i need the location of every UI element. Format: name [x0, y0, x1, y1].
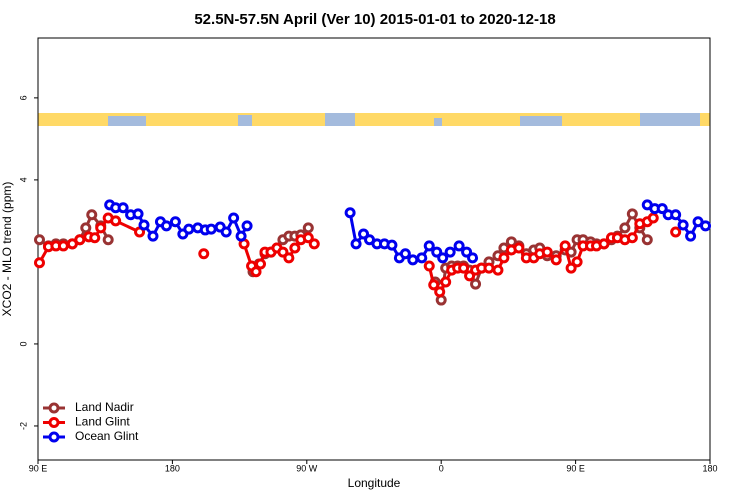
point: [700, 220, 712, 232]
point: [138, 219, 150, 231]
point: [132, 208, 144, 220]
y-tick-label: 4: [18, 177, 28, 182]
point: [33, 257, 45, 269]
point: [283, 252, 295, 264]
point: [399, 248, 411, 260]
strip-ocean: [325, 113, 355, 126]
x-tick-label: 90 E: [566, 463, 585, 473]
point: [302, 222, 314, 234]
point: [350, 238, 362, 250]
point: [416, 252, 428, 264]
point: [423, 240, 435, 252]
point: [483, 262, 495, 274]
point: [458, 262, 470, 274]
point: [220, 226, 232, 238]
point: [492, 264, 504, 276]
point: [641, 234, 653, 246]
point: [160, 220, 172, 232]
point: [685, 230, 697, 242]
point: [467, 252, 479, 264]
chart-title: 52.5N-57.5N April (Ver 10) 2015-01-01 to…: [194, 11, 555, 28]
point: [453, 240, 465, 252]
point: [541, 246, 553, 258]
legend-label: Land Nadir: [75, 400, 134, 414]
point: [250, 266, 262, 278]
point: [95, 222, 107, 234]
point: [308, 238, 320, 250]
point: [444, 246, 456, 258]
point: [407, 254, 419, 266]
point: [498, 252, 510, 264]
legend-label: Ocean Glint: [75, 429, 139, 443]
point: [102, 234, 114, 246]
point: [89, 232, 101, 244]
point: [228, 212, 240, 224]
point: [677, 219, 689, 231]
point: [110, 215, 122, 227]
x-tick-label: 90 W: [296, 463, 318, 473]
point: [670, 209, 682, 221]
point: [626, 208, 638, 220]
point: [74, 234, 86, 246]
point: [647, 212, 659, 224]
point: [437, 252, 449, 264]
point: [169, 216, 181, 228]
point: [559, 240, 571, 252]
point: [435, 294, 447, 306]
legend-label: Land Glint: [75, 415, 130, 429]
point: [255, 258, 267, 270]
point: [344, 207, 356, 219]
point: [386, 239, 398, 251]
land-ocean-strip: [38, 113, 710, 126]
x-tick-label: 180: [702, 463, 717, 473]
point: [86, 209, 98, 221]
point: [513, 242, 525, 254]
point: [198, 248, 210, 260]
point: [302, 232, 314, 244]
y-tick-label: 0: [18, 341, 28, 346]
y-axis-label: XCO2 - MLO trend (ppm): [0, 182, 14, 317]
point: [183, 223, 195, 235]
point: [117, 202, 129, 214]
strip-ocean: [520, 116, 562, 126]
point: [33, 234, 45, 246]
point: [656, 203, 668, 215]
point: [57, 240, 69, 252]
point: [147, 230, 159, 242]
x-tick-label: 90 E: [29, 463, 48, 473]
y-tick-label: 6: [18, 95, 28, 100]
point: [241, 220, 253, 232]
point: [440, 276, 452, 288]
point: [434, 286, 446, 298]
strip-ocean: [238, 115, 252, 126]
point: [565, 262, 577, 274]
point: [80, 222, 92, 234]
strip-ocean: [108, 116, 146, 126]
point: [428, 279, 440, 291]
point: [470, 278, 482, 290]
legend-marker: [48, 431, 60, 443]
x-tick-label: 0: [439, 463, 444, 473]
point: [619, 222, 631, 234]
point: [670, 226, 682, 238]
x-axis-label: Longitude: [348, 476, 401, 490]
point: [626, 232, 638, 244]
point: [289, 242, 301, 254]
point: [205, 223, 217, 235]
point: [423, 260, 435, 272]
point: [571, 256, 583, 268]
plot-frame: [37, 37, 711, 461]
y-tick-label: -2: [18, 422, 28, 430]
point: [235, 230, 247, 242]
point: [598, 238, 610, 250]
legend-marker: [48, 402, 60, 414]
legend-marker: [48, 417, 60, 428]
x-tick-label: 180: [165, 463, 180, 473]
strip-ocean: [434, 118, 442, 126]
point: [550, 254, 562, 266]
strip-ocean: [640, 113, 700, 126]
